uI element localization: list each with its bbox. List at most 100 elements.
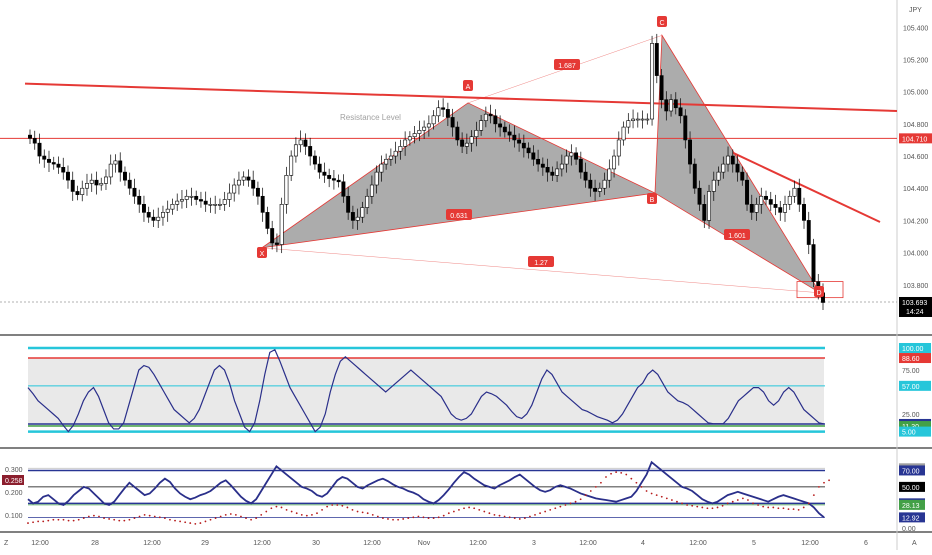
osc-dot <box>777 507 780 510</box>
osc-level-badge <box>899 481 925 492</box>
candle-body <box>721 163 726 173</box>
candle <box>759 187 764 214</box>
candle <box>754 197 759 221</box>
candle <box>721 156 726 179</box>
osc-dot <box>260 513 263 516</box>
osc-dot <box>163 517 166 520</box>
candle <box>203 191 208 212</box>
candle <box>194 190 199 206</box>
candle-body <box>536 158 541 165</box>
candle <box>502 121 507 138</box>
osc-dot <box>691 504 694 507</box>
candle-body <box>104 176 108 184</box>
candle <box>811 238 816 288</box>
candle <box>578 151 583 179</box>
rsi-level-label: 88.60 <box>902 356 920 363</box>
candle <box>265 206 270 235</box>
candle <box>555 161 560 182</box>
osc-dot <box>113 518 116 521</box>
candle <box>189 187 194 206</box>
time-tick-label: 29 <box>201 540 209 547</box>
osc-level-label: 12.92 <box>902 515 920 522</box>
osc-dot <box>382 517 384 520</box>
trendline-falling-resistance <box>732 151 881 223</box>
candle <box>464 133 469 154</box>
osc-dot <box>823 481 825 484</box>
candle <box>28 129 32 144</box>
candle-body <box>469 136 474 144</box>
candle-body <box>327 175 332 179</box>
candle-body <box>626 120 631 128</box>
candle-body <box>441 107 446 110</box>
pattern-point-c <box>657 16 667 27</box>
osc-dot <box>772 506 775 509</box>
osc-dot <box>757 504 759 506</box>
candle <box>94 171 99 195</box>
osc-dot <box>229 513 232 515</box>
pattern-point-label: C <box>659 20 664 27</box>
osc-dot <box>478 509 481 511</box>
candle-body <box>683 115 688 141</box>
candle-body <box>593 187 598 192</box>
osc-dot <box>341 504 344 507</box>
candle <box>688 131 693 174</box>
candle <box>47 150 51 172</box>
candle-body <box>198 199 203 202</box>
osc-dot <box>52 518 55 521</box>
osc-dot <box>255 517 258 520</box>
z-label: Z <box>4 540 9 547</box>
candle <box>132 178 137 204</box>
candle <box>507 124 512 142</box>
candle-body <box>236 179 241 186</box>
candle <box>602 172 607 195</box>
candle-body <box>108 163 113 178</box>
osc-level-label: 0.00 <box>902 526 916 533</box>
candle-body <box>246 176 251 181</box>
candle-body <box>507 131 512 136</box>
osc-dot <box>138 515 141 518</box>
candle-body <box>474 129 479 138</box>
candle <box>251 170 256 196</box>
currency-label: JPY <box>909 7 922 14</box>
candle <box>536 149 541 172</box>
candle <box>616 131 621 166</box>
candle-body <box>612 155 617 170</box>
candle-body <box>312 155 317 165</box>
time-tick-label: 30 <box>312 540 320 547</box>
candle <box>369 175 374 204</box>
rsi-level-badge <box>899 343 931 353</box>
candle <box>650 35 655 126</box>
ratio-label: 0.631 <box>450 213 468 220</box>
candle-body <box>745 179 749 205</box>
osc-dot <box>98 515 100 518</box>
candle <box>574 147 579 165</box>
osc-dot <box>224 513 227 516</box>
candle-body <box>711 179 716 192</box>
candle-body <box>574 152 579 160</box>
osc-dot <box>427 517 430 520</box>
osc-dot <box>437 516 440 519</box>
osc-dot <box>564 504 567 506</box>
osc-level-label: 50.00 <box>902 485 920 492</box>
candle <box>142 195 146 222</box>
candle-body <box>802 204 806 221</box>
time-tick-label: 12:00 <box>31 540 49 547</box>
ratio-badge <box>554 59 580 70</box>
candle <box>645 113 650 125</box>
candle <box>588 173 593 197</box>
candle-body <box>70 179 75 192</box>
osc-dot <box>782 507 785 510</box>
candle-body <box>407 136 412 141</box>
osc-dot <box>128 518 131 521</box>
time-tick-label: 6 <box>864 540 868 547</box>
osc-dot <box>812 494 815 497</box>
candle-body <box>113 160 118 165</box>
candle-body <box>521 142 526 149</box>
osc-dot <box>37 520 40 523</box>
candle <box>493 109 498 133</box>
current-price-badge <box>899 296 932 317</box>
candle-body <box>151 216 156 221</box>
candle <box>455 121 460 146</box>
